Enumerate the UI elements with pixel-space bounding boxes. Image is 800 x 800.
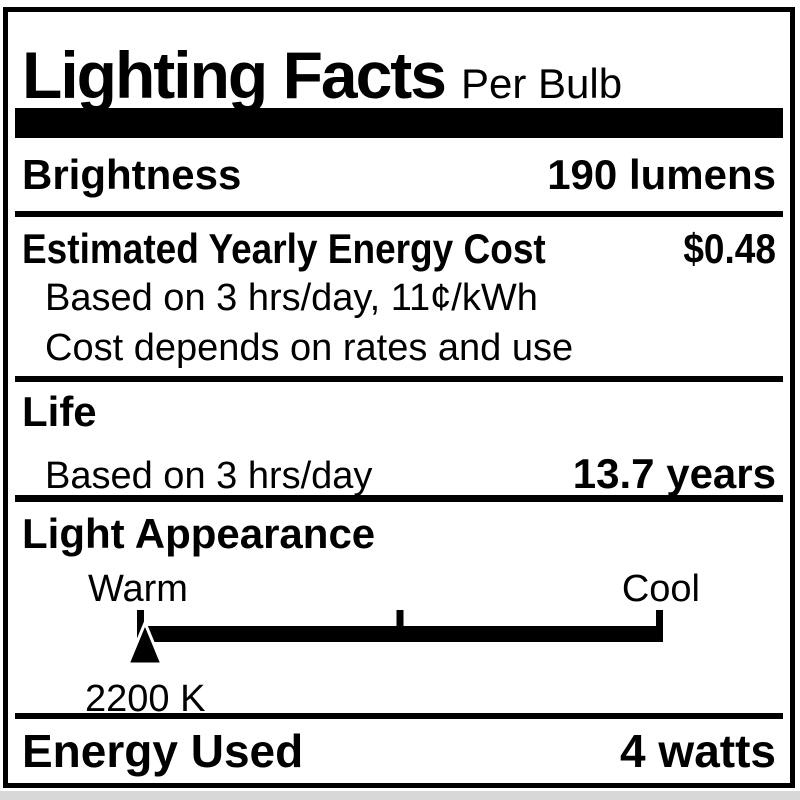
- energy-cost-label: Estimated Yearly Energy Cost: [22, 225, 546, 273]
- divider: [15, 495, 783, 503]
- color-temperature-scale: [125, 610, 663, 672]
- light-appearance-label: Light Appearance: [22, 510, 376, 558]
- light-appearance-section: Light Appearance Warm Cool 2200 K: [15, 502, 783, 720]
- color-temp-marker-icon: [124, 619, 166, 666]
- energy-used-row: Energy Used 4 watts: [15, 719, 783, 783]
- cool-label: Cool: [621, 568, 700, 611]
- life-label: Life: [22, 388, 97, 436]
- label-subtitle: Per Bulb: [460, 60, 623, 107]
- life-section: Life Based on 3 hrs/day 13.7 years: [15, 382, 783, 498]
- brightness-value: 190 lumens: [547, 150, 776, 198]
- photo-edge-strip: [0, 791, 800, 800]
- energy-cost-section: Estimated Yearly Energy Cost $0.48 Based…: [15, 217, 783, 376]
- scale-tick-middle: [396, 610, 404, 627]
- divider: [15, 713, 783, 720]
- energy-cost-note-disclaimer: Cost depends on rates and use: [45, 327, 574, 370]
- scale-tick-right: [656, 610, 663, 627]
- life-value: 13.7 years: [572, 450, 776, 498]
- warm-cool-row: Warm Cool: [15, 558, 783, 610]
- label-title: Lighting Facts: [22, 38, 447, 112]
- scale-tick-left: [137, 610, 144, 627]
- energy-used-label: Energy Used: [22, 725, 304, 778]
- life-row: Based on 3 hrs/day 13.7 years: [22, 450, 776, 498]
- energy-cost-row: Estimated Yearly Energy Cost $0.48: [22, 225, 776, 273]
- brightness-label: Brightness: [22, 150, 242, 198]
- brightness-row: Brightness 190 lumens: [15, 138, 783, 211]
- warm-label: Warm: [88, 568, 188, 611]
- energy-cost-value: $0.48: [683, 225, 776, 273]
- label-header: Lighting Facts Per Bulb: [15, 12, 783, 108]
- divider: [15, 376, 783, 383]
- life-basis: Based on 3 hrs/day: [45, 455, 373, 498]
- divider: [15, 211, 783, 218]
- energy-cost-note-basis: Based on 3 hrs/day, 11¢/kWh: [45, 277, 538, 320]
- color-temperature-bar: [125, 610, 663, 666]
- header-separator-bar: [15, 108, 783, 138]
- lighting-facts-label: Lighting Facts Per Bulb Brightness 190 l…: [3, 7, 795, 788]
- energy-used-value: 4 watts: [620, 725, 776, 778]
